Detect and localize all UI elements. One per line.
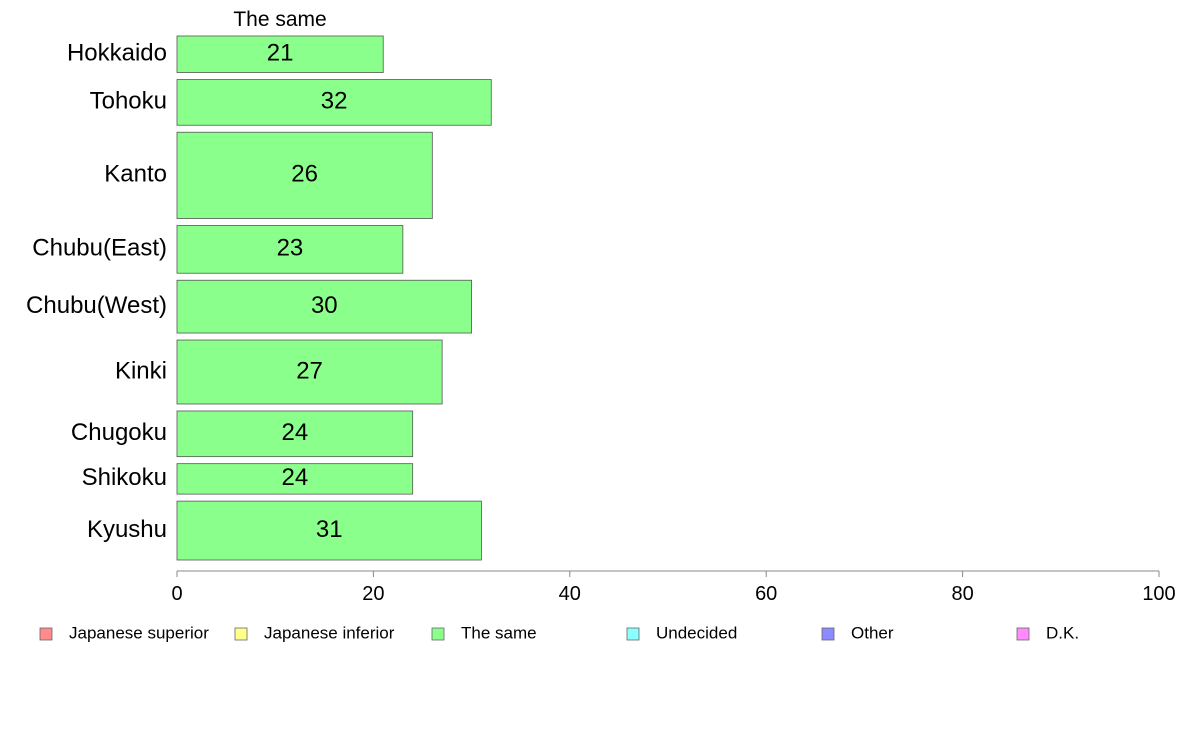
chart-title: The same [233,8,326,31]
value-label: 21 [267,40,294,67]
category-label: Chugoku [71,419,167,446]
category-label: Tohoku [90,88,167,115]
value-label: 24 [281,464,308,491]
bar-kanto [176,131,433,219]
category-label: Chubu(East) [32,235,167,262]
legend-swatch [821,627,835,641]
legend-label: Undecided [656,623,737,642]
value-label: 32 [321,88,348,115]
value-label: 30 [311,292,338,319]
x-axis: 0 20 40 60 80 100 [171,570,1176,605]
bar-chugoku [176,410,414,458]
x-tick-label: 80 [951,583,973,605]
bar-tohoku [176,79,492,126]
legend-label: The same [461,623,537,642]
legend-label: Other [851,623,894,642]
x-tick-label: 0 [171,583,182,605]
legend-label: Japanese superior [69,623,209,642]
category-label: Kanto [104,161,167,188]
bars-group: Hokkaido 21 Tohoku 32 Kanto 26 Chubu(East) 23 Ch… [26,35,492,561]
x-tick-label: 40 [559,583,581,605]
legend: Japanese superior Japanese inferior The sa… [39,623,1079,642]
value-label: 24 [281,419,308,446]
legend-swatch [234,627,248,641]
bar-kinki [176,339,443,405]
bar-chubu-east- [176,225,404,274]
category-label: Kyushu [87,516,167,543]
legend-swatch [1016,627,1030,641]
x-tick-label: 20 [362,583,384,605]
x-tick-label: 100 [1142,583,1175,605]
value-label: 23 [277,235,304,262]
value-label: 26 [291,161,318,188]
x-tick-label: 60 [755,583,777,605]
category-label: Shikoku [82,464,167,491]
bar-shikoku [176,463,414,495]
bar-hokkaido [176,35,384,73]
legend-swatch [39,627,53,641]
category-label: Hokkaido [67,40,167,67]
bar-chubu-west- [176,279,473,334]
legend-swatch [626,627,640,641]
legend-label: D.K. [1046,623,1079,642]
legend-swatch [431,627,445,641]
value-label: 27 [296,357,323,384]
legend-label: Japanese inferior [264,623,395,642]
category-label: Kinki [115,357,167,384]
value-label: 31 [316,516,343,543]
category-label: Chubu(West) [26,292,167,319]
bar-kyushu [176,500,482,561]
